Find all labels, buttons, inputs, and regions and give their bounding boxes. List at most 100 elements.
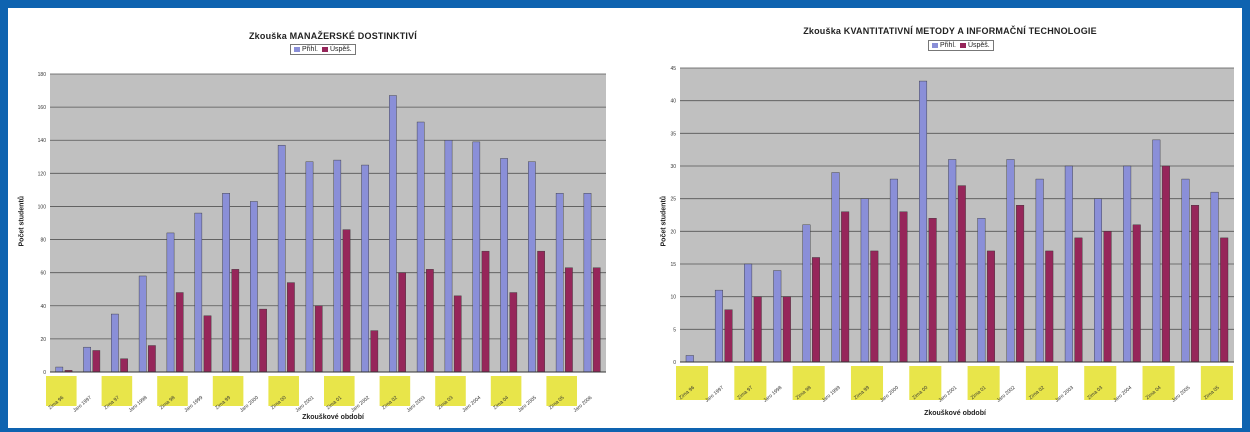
y-tick-label: 180	[38, 72, 47, 78]
tick-band	[850, 366, 884, 400]
bar-uspes	[928, 218, 937, 363]
chart-title: Zkouška MANAŽERSKÉ DOSTINKTIVÍ	[248, 31, 418, 41]
y-tick-label: 140	[38, 138, 47, 144]
bar-prihl	[1152, 139, 1161, 363]
bar-uspes	[148, 345, 156, 373]
bar-prihl	[277, 144, 286, 373]
tick-band	[1142, 366, 1175, 400]
bar-prihl	[305, 161, 314, 373]
bar-prihl	[555, 192, 564, 373]
chart-legend: Přihl. Úspěš.	[290, 44, 356, 55]
bar-uspes	[1132, 224, 1141, 363]
tick-band	[1025, 366, 1058, 400]
bar-prihl	[860, 198, 869, 363]
y-tick-label: 40	[670, 99, 676, 105]
legend-item-a: Přihl.	[932, 42, 956, 49]
tick-band	[157, 376, 188, 406]
chart-legend: Přihl. Úspěš.	[928, 40, 994, 51]
bar-uspes	[1191, 204, 1200, 363]
y-tick-label: 60	[40, 271, 46, 277]
bar-prihl	[222, 192, 230, 373]
bar-prihl	[166, 232, 175, 373]
tick-band	[546, 376, 577, 406]
bar-uspes	[986, 250, 995, 363]
bar-prihl	[1210, 191, 1219, 363]
legend-item-b: Úspěš.	[321, 46, 352, 53]
bar-prihl	[948, 159, 957, 363]
bar-uspes	[120, 358, 128, 373]
bar-uspes	[565, 267, 573, 373]
bar-uspes	[370, 330, 379, 373]
bar-uspes	[231, 269, 240, 373]
bar-uspes	[175, 292, 184, 373]
tick-band	[268, 376, 299, 406]
bar-uspes	[453, 295, 462, 373]
bar-uspes	[841, 211, 850, 363]
y-tick-label: 25	[670, 197, 676, 203]
chart-manazerske: Zkouška MANAŽERSKÉ DOSTINKTIVÍ Přihl. Ús…	[8, 8, 618, 428]
bar-uspes	[398, 272, 406, 373]
tick-band	[909, 366, 942, 400]
bar-uspes	[509, 292, 518, 373]
tick-band	[676, 366, 709, 400]
bar-prihl	[444, 140, 453, 373]
charts-panel: Zkouška MANAŽERSKÉ DOSTINKTIVÍ Přihl. Ús…	[8, 8, 1242, 428]
bar-uspes	[753, 296, 762, 363]
bar-uspes	[1045, 250, 1054, 363]
y-tick-label: 0	[43, 370, 46, 376]
bar-prihl	[744, 263, 753, 363]
bar-prihl	[83, 346, 91, 373]
bar-uspes	[1103, 231, 1112, 363]
tick-band	[967, 366, 1000, 400]
tick-band	[46, 376, 77, 406]
bar-prihl	[889, 178, 898, 363]
chart-kvantitativni: Zkouška KVANTITATIVNÍ METODY A INFORMAČN…	[628, 8, 1242, 428]
tick-band	[212, 376, 244, 406]
bar-prihl	[919, 80, 928, 363]
tick-band	[379, 376, 411, 406]
chart-title: Zkouška KVANTITATIVNÍ METODY A INFORMAČN…	[803, 26, 1097, 36]
bar-prihl	[773, 270, 782, 363]
bar-uspes	[287, 282, 295, 373]
bar-prihl	[831, 172, 840, 363]
bar-uspes	[1074, 237, 1083, 363]
bar-prihl	[500, 158, 508, 373]
bar-prihl	[583, 192, 592, 373]
plot-area	[50, 74, 606, 372]
bar-uspes	[537, 250, 545, 373]
x-axis-label: Zkouškové období	[924, 410, 986, 417]
bar-prihl	[361, 164, 369, 373]
y-tick-label: 5	[673, 327, 676, 333]
legend-item-b: Úspěš.	[959, 42, 990, 49]
bar-prihl	[1064, 165, 1073, 363]
y-tick-label: 15	[670, 262, 676, 268]
tick-band	[1084, 366, 1117, 400]
tick-band	[490, 376, 522, 406]
tick-band	[792, 366, 825, 400]
bar-prihl	[389, 95, 397, 373]
bar-prihl	[416, 121, 425, 373]
bar-prihl	[1006, 159, 1015, 363]
bar-prihl	[528, 161, 536, 373]
bar-prihl	[333, 159, 342, 373]
y-tick-label: 160	[38, 105, 47, 111]
y-tick-label: 35	[670, 131, 676, 137]
y-tick-label: 10	[670, 295, 676, 301]
y-tick-label: 30	[670, 164, 676, 170]
legend-item-a: Přihl.	[294, 46, 318, 53]
bar-uspes	[812, 257, 820, 363]
y-tick-label: 80	[40, 238, 46, 244]
bar-prihl	[472, 141, 481, 373]
bar-uspes	[92, 350, 101, 373]
bar-prihl	[111, 313, 119, 373]
bar-uspes	[899, 211, 908, 363]
bar-uspes	[1016, 204, 1025, 363]
bar-uspes	[481, 250, 490, 373]
bar-uspes	[957, 185, 966, 363]
bar-uspes	[203, 315, 212, 373]
y-tick-label: 45	[670, 66, 676, 72]
bar-prihl	[714, 289, 723, 363]
bar-uspes	[782, 296, 791, 363]
